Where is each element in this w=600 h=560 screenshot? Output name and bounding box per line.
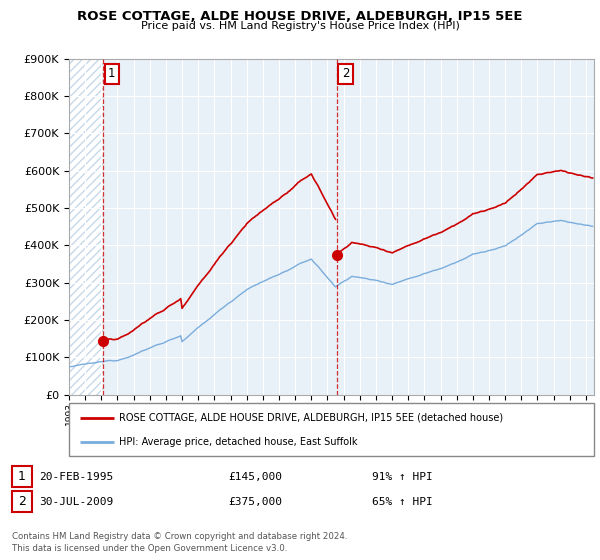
Text: ROSE COTTAGE, ALDE HOUSE DRIVE, ALDEBURGH, IP15 5EE (detached house): ROSE COTTAGE, ALDE HOUSE DRIVE, ALDEBURG… xyxy=(119,413,503,423)
Text: 20-FEB-1995: 20-FEB-1995 xyxy=(39,472,113,482)
Text: 1: 1 xyxy=(18,470,26,483)
Text: 2: 2 xyxy=(341,67,349,80)
Text: 30-JUL-2009: 30-JUL-2009 xyxy=(39,497,113,507)
Text: 2: 2 xyxy=(18,495,26,508)
Bar xyxy=(69,59,103,395)
Text: ROSE COTTAGE, ALDE HOUSE DRIVE, ALDEBURGH, IP15 5EE: ROSE COTTAGE, ALDE HOUSE DRIVE, ALDEBURG… xyxy=(77,10,523,23)
Text: 1: 1 xyxy=(108,67,116,80)
Bar xyxy=(69,59,103,395)
Text: Contains HM Land Registry data © Crown copyright and database right 2024.
This d: Contains HM Land Registry data © Crown c… xyxy=(12,532,347,553)
Text: HPI: Average price, detached house, East Suffolk: HPI: Average price, detached house, East… xyxy=(119,437,358,447)
Text: Price paid vs. HM Land Registry's House Price Index (HPI): Price paid vs. HM Land Registry's House … xyxy=(140,21,460,31)
Text: £145,000: £145,000 xyxy=(228,472,282,482)
Text: 91% ↑ HPI: 91% ↑ HPI xyxy=(372,472,433,482)
Text: £375,000: £375,000 xyxy=(228,497,282,507)
Text: 65% ↑ HPI: 65% ↑ HPI xyxy=(372,497,433,507)
